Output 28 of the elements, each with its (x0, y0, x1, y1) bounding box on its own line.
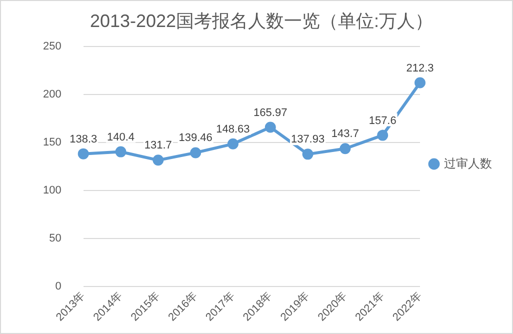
chart-title: 2013-2022国考报名人数一览（单位:万人） (90, 10, 434, 31)
point (190, 147, 202, 158)
data-label: 143.7 (331, 128, 359, 140)
y-tick-label: 150 (42, 136, 62, 149)
legend-label: 过审人数 (444, 156, 492, 170)
point (115, 146, 126, 158)
point (264, 122, 276, 133)
data-label: 165.97 (254, 106, 288, 119)
data-label: 139.46 (178, 132, 212, 144)
point (340, 143, 351, 154)
data-label: 140.4 (106, 131, 135, 144)
data-label: 131.7 (144, 140, 172, 152)
data-label: 148.63 (216, 123, 250, 136)
y-tick-label: 100 (42, 184, 62, 197)
point (414, 77, 426, 88)
point (152, 154, 164, 166)
data-label: 157.6 (368, 114, 396, 127)
point (302, 148, 314, 160)
y-tick-label: 200 (42, 88, 62, 101)
y-tick-label: 0 (55, 280, 62, 293)
data-label: 138.3 (70, 133, 98, 146)
data-label: 137.93 (290, 134, 325, 146)
y-tick-label: 50 (49, 232, 62, 245)
data-label: 212.3 (406, 62, 434, 74)
point (377, 130, 388, 141)
y-tick-label: 250 (42, 40, 62, 53)
point (227, 138, 238, 150)
point (78, 148, 89, 160)
